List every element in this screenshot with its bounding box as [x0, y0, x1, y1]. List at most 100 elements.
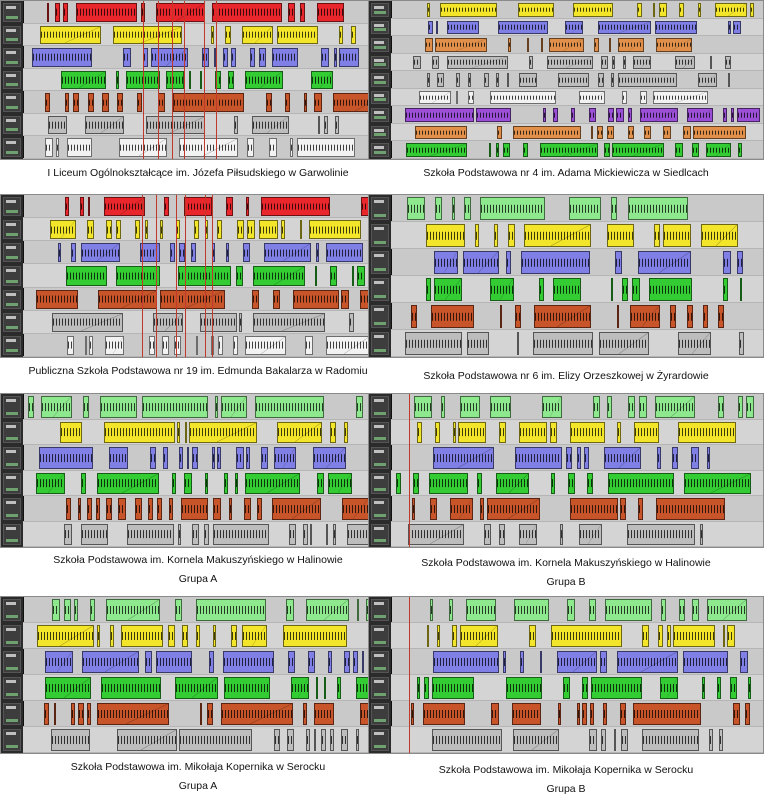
- audio-clip[interactable]: [452, 421, 457, 443]
- audio-clip[interactable]: [415, 125, 467, 140]
- audio-clip[interactable]: [344, 421, 349, 443]
- audio-clip[interactable]: [723, 278, 729, 301]
- audio-clip[interactable]: [313, 93, 322, 112]
- audio-clip[interactable]: [613, 729, 617, 751]
- audio-clip[interactable]: [329, 729, 334, 751]
- audio-clip[interactable]: [250, 48, 256, 67]
- audio-clip[interactable]: [71, 703, 76, 725]
- track-header[interactable]: [371, 599, 389, 621]
- audio-clip[interactable]: [499, 523, 505, 545]
- audio-clip[interactable]: [73, 599, 78, 621]
- audio-clip[interactable]: [718, 396, 724, 418]
- audio-clip[interactable]: [254, 396, 324, 418]
- audio-clip[interactable]: [36, 289, 78, 309]
- audio-clip[interactable]: [407, 523, 464, 545]
- audio-clip[interactable]: [329, 421, 337, 443]
- audio-clip[interactable]: [245, 70, 283, 90]
- audio-clip[interactable]: [317, 472, 325, 494]
- audio-clip[interactable]: [406, 197, 426, 220]
- audio-clip[interactable]: [223, 472, 229, 494]
- audio-clip[interactable]: [652, 3, 656, 17]
- audio-clip[interactable]: [412, 498, 416, 520]
- audio-clip[interactable]: [174, 599, 182, 621]
- track-header[interactable]: [3, 396, 21, 418]
- track-header[interactable]: [3, 677, 21, 699]
- audio-clip[interactable]: [150, 447, 157, 469]
- audio-clip[interactable]: [569, 197, 601, 220]
- audio-clip[interactable]: [590, 125, 593, 140]
- audio-clip[interactable]: [64, 197, 70, 217]
- audio-clip[interactable]: [621, 90, 628, 105]
- audio-clip[interactable]: [316, 3, 345, 22]
- audio-clip[interactable]: [433, 251, 458, 274]
- audio-clip[interactable]: [607, 396, 613, 418]
- audio-clip[interactable]: [116, 266, 161, 286]
- audio-clip[interactable]: [620, 729, 629, 751]
- audio-clip[interactable]: [188, 70, 192, 90]
- audio-clip[interactable]: [539, 278, 545, 301]
- audio-clip[interactable]: [608, 108, 614, 122]
- audio-clip[interactable]: [282, 625, 348, 647]
- audio-clip[interactable]: [692, 125, 746, 140]
- audio-clip[interactable]: [634, 421, 660, 443]
- audio-clip[interactable]: [516, 332, 519, 355]
- audio-clip[interactable]: [427, 20, 433, 35]
- audio-clip[interactable]: [150, 48, 189, 67]
- audio-clip[interactable]: [78, 498, 81, 520]
- audio-clip[interactable]: [468, 90, 475, 105]
- audio-clip[interactable]: [424, 677, 430, 699]
- audio-clip[interactable]: [590, 677, 643, 699]
- audio-clip[interactable]: [483, 73, 490, 87]
- audio-clip[interactable]: [528, 625, 536, 647]
- audio-clip[interactable]: [243, 243, 250, 263]
- audio-clip[interactable]: [551, 625, 623, 647]
- track-header[interactable]: [371, 3, 389, 17]
- audio-clip[interactable]: [103, 421, 175, 443]
- audio-clip[interactable]: [54, 3, 60, 22]
- audio-clip[interactable]: [337, 677, 342, 699]
- audio-clip[interactable]: [280, 220, 285, 240]
- audio-clip[interactable]: [326, 243, 363, 263]
- audio-clip[interactable]: [722, 251, 731, 274]
- audio-clip[interactable]: [99, 396, 138, 418]
- audio-clip[interactable]: [87, 197, 91, 217]
- audio-clip[interactable]: [605, 599, 652, 621]
- audio-clip[interactable]: [588, 729, 597, 751]
- audio-clip[interactable]: [276, 421, 323, 443]
- track-header[interactable]: [371, 332, 389, 355]
- audio-clip[interactable]: [193, 220, 200, 240]
- audio-clip[interactable]: [458, 421, 486, 443]
- track-header[interactable]: [3, 25, 21, 45]
- audio-clip[interactable]: [83, 396, 89, 418]
- audio-clip[interactable]: [627, 197, 689, 220]
- track-header[interactable]: [3, 335, 21, 355]
- audio-clip[interactable]: [316, 243, 320, 263]
- audio-clip[interactable]: [233, 115, 239, 135]
- audio-clip[interactable]: [179, 138, 238, 157]
- audio-clip[interactable]: [497, 20, 548, 35]
- audio-clip[interactable]: [292, 289, 339, 309]
- audio-clip[interactable]: [682, 125, 691, 140]
- track-header[interactable]: [371, 197, 389, 220]
- audio-clip[interactable]: [127, 523, 175, 545]
- audio-clip[interactable]: [670, 305, 676, 328]
- track-header[interactable]: [3, 243, 21, 263]
- audio-clip[interactable]: [123, 48, 131, 67]
- audio-clip[interactable]: [708, 729, 714, 751]
- track-header[interactable]: [371, 38, 389, 52]
- audio-clip[interactable]: [203, 523, 210, 545]
- track-header[interactable]: [3, 197, 21, 217]
- audio-clip[interactable]: [202, 48, 209, 67]
- audio-clip[interactable]: [426, 73, 431, 87]
- audio-clip[interactable]: [200, 70, 203, 90]
- audio-clip[interactable]: [598, 332, 649, 355]
- audio-clip[interactable]: [36, 472, 65, 494]
- audio-clip[interactable]: [656, 38, 693, 52]
- audio-clip[interactable]: [663, 125, 671, 140]
- track-header[interactable]: [371, 703, 389, 725]
- audio-clip[interactable]: [78, 703, 85, 725]
- audio-clip[interactable]: [286, 599, 295, 621]
- audio-clip[interactable]: [657, 447, 662, 469]
- audio-clip[interactable]: [216, 220, 222, 240]
- audio-clip[interactable]: [411, 703, 415, 725]
